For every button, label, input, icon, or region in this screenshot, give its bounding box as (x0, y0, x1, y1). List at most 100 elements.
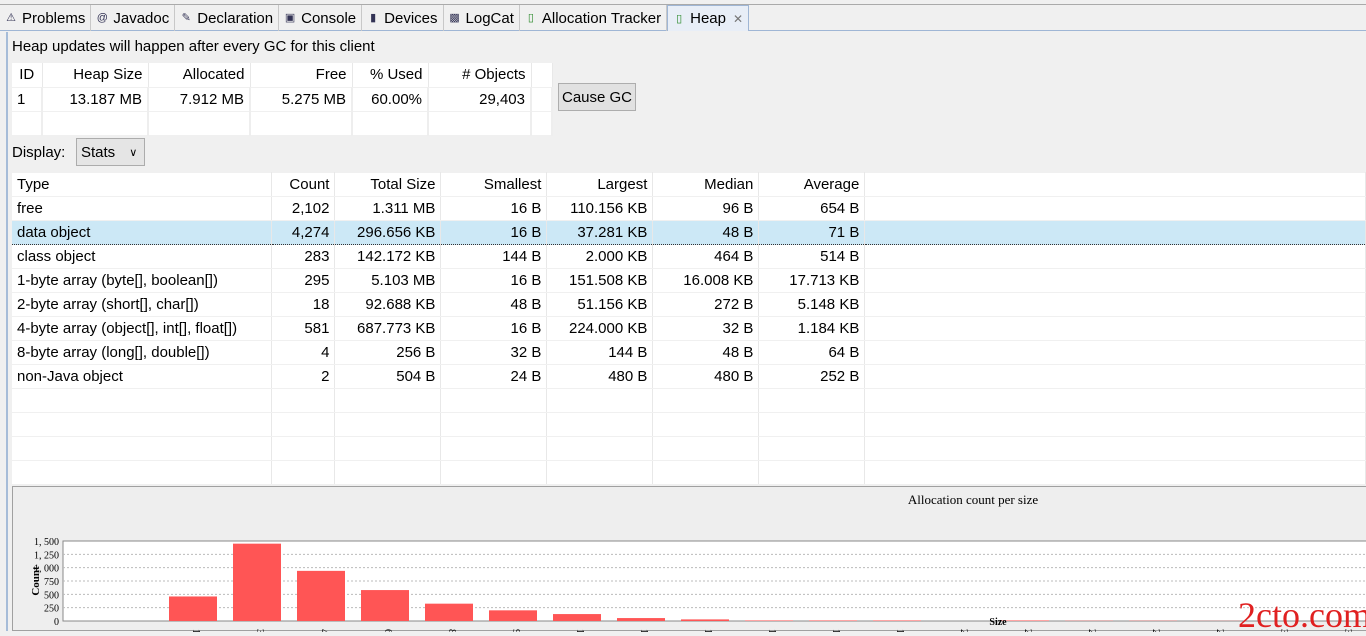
table-cell: 96 B (653, 197, 759, 221)
table-cell (865, 341, 1366, 365)
table-cell (653, 437, 759, 461)
table-cell (335, 437, 441, 461)
tab-allocation-tracker[interactable]: ▯Allocation Tracker (520, 5, 667, 31)
tab-label: Heap (690, 10, 726, 27)
table-cell (441, 461, 547, 485)
y-axis-label: Count (30, 566, 42, 596)
table-cell: 1.184 KB (759, 317, 865, 341)
table-cell (441, 437, 547, 461)
bar-128 (617, 618, 665, 621)
table-cell (441, 389, 547, 413)
table-cell (547, 461, 653, 485)
table-cell (865, 461, 1366, 485)
tab-javadoc[interactable]: @Javadoc (91, 5, 175, 31)
column-header[interactable]: Average (759, 173, 865, 197)
tab-problems[interactable]: ⚠Problems (0, 5, 91, 31)
table-row[interactable]: 4-byte array (object[], int[], float[])5… (12, 317, 1366, 341)
table-cell: 296.656 KB (335, 221, 441, 245)
tab-devices[interactable]: ▮Devices (362, 5, 443, 31)
column-header[interactable]: Largest (547, 173, 653, 197)
table-cell: 256 B (335, 341, 441, 365)
column-header[interactable]: Count (272, 173, 335, 197)
close-icon[interactable]: ✕ (733, 12, 743, 26)
table-cell (12, 413, 272, 437)
table-cell: data object (12, 221, 272, 245)
tab-console[interactable]: ▣Console (279, 5, 362, 31)
table-row (12, 437, 1366, 461)
table-cell: 48 B (441, 293, 547, 317)
table-cell: 51.156 KB (547, 293, 653, 317)
watermark-logo: 2cto.com (1238, 595, 1366, 632)
tab-declaration[interactable]: ✎Declaration (175, 5, 279, 31)
table-cell: 144 B (441, 245, 547, 269)
table-cell: 16 B (441, 317, 547, 341)
summary-cell (42, 111, 148, 135)
column-header[interactable]: Total Size (335, 173, 441, 197)
column-header[interactable]: Median (653, 173, 759, 197)
table-cell: 4 (272, 341, 335, 365)
summary-cell (12, 111, 42, 135)
bar-160 (745, 620, 793, 621)
bar-176 (809, 620, 857, 621)
table-cell: 48 B (653, 221, 759, 245)
table-cell: 252 B (759, 365, 865, 389)
table-cell: 295 (272, 269, 335, 293)
bar-80 (425, 604, 473, 621)
cause-gc-button[interactable]: Cause GC (558, 83, 636, 111)
table-cell: 581 (272, 317, 335, 341)
tab-logcat[interactable]: ▩LogCat (444, 5, 520, 31)
table-cell: 5.103 MB (335, 269, 441, 293)
table-cell (865, 389, 1366, 413)
summary-cell: 1 (12, 87, 42, 111)
summary-header: # Objects (428, 63, 531, 87)
table-cell: free (12, 197, 272, 221)
table-cell (12, 461, 272, 485)
cylinder-icon: ▯ (524, 11, 538, 25)
summary-cell (531, 111, 552, 135)
summary-header: ID (12, 63, 42, 87)
table-cell: 283 (272, 245, 335, 269)
table-row (12, 461, 1366, 485)
column-header[interactable]: Smallest (441, 173, 547, 197)
summary-cell (428, 111, 531, 135)
table-cell: class object (12, 245, 272, 269)
heap-panel: Heap updates will happen after every GC … (6, 32, 1366, 631)
table-row (12, 413, 1366, 437)
table-cell (12, 389, 272, 413)
table-cell: 17.713 KB (759, 269, 865, 293)
table-cell: 92.688 KB (335, 293, 441, 317)
summary-header: % Used (352, 63, 428, 87)
display-select[interactable]: Stats∨ (76, 138, 145, 166)
logcat-icon: ▩ (448, 11, 462, 25)
tab-heap[interactable]: ▯Heap✕ (667, 5, 749, 31)
console-icon: ▣ (283, 11, 297, 25)
table-cell: 4-byte array (object[], int[], float[]) (12, 317, 272, 341)
table-cell (759, 413, 865, 437)
column-header (865, 173, 1366, 197)
table-cell: 37.281 KB (547, 221, 653, 245)
bar-192 (873, 620, 921, 621)
y-tick-label: 750 (44, 577, 59, 588)
column-header[interactable]: Type (12, 173, 272, 197)
summary-cell (148, 111, 250, 135)
table-cell (272, 461, 335, 485)
table-cell (547, 437, 653, 461)
table-cell (865, 221, 1366, 245)
bar-224 (1001, 620, 1049, 621)
table-cell: 16 B (441, 197, 547, 221)
table-cell: 2,102 (272, 197, 335, 221)
table-cell: 224.000 KB (547, 317, 653, 341)
chart-title: Allocation count per size (908, 492, 1039, 507)
display-value: Stats (81, 144, 115, 161)
